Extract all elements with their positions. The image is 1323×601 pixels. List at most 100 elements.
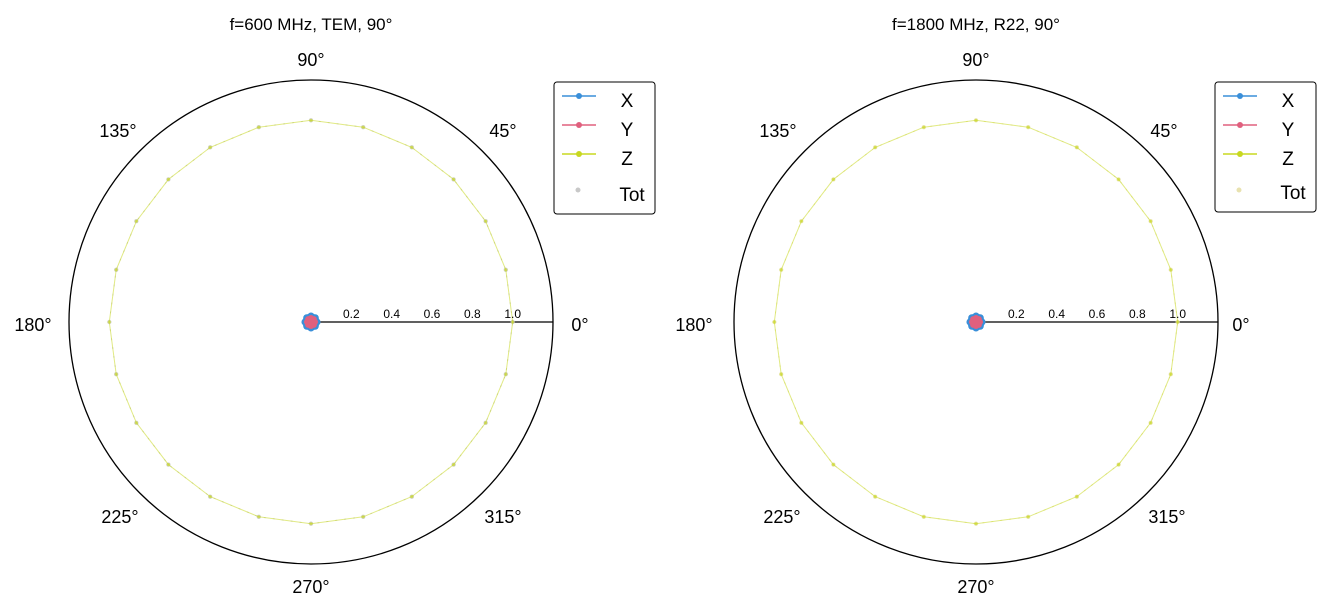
series-z-point xyxy=(1149,219,1153,223)
series-z-point xyxy=(831,462,836,467)
angle-label-0: 0° xyxy=(571,315,588,335)
angle-label-0: 0° xyxy=(1232,315,1249,335)
legend-swatch-tot xyxy=(1236,187,1242,193)
angle-label-270: 270° xyxy=(292,577,329,597)
angle-label-180: 180° xyxy=(675,315,712,335)
plot-area xyxy=(68,79,554,565)
series-z-point xyxy=(166,177,171,182)
series-z-point xyxy=(451,177,456,182)
legend-swatch-z-marker xyxy=(1237,151,1243,157)
angle-label-180: 180° xyxy=(14,315,51,335)
series-z-point xyxy=(1116,462,1121,467)
series-z-point xyxy=(772,320,776,324)
series-z-point xyxy=(257,515,261,519)
polar-plot-svg: f=1800 MHz, R22, 90° 0° 45° 90° 135° 180… xyxy=(675,15,1317,597)
series-z-point xyxy=(1176,320,1180,324)
series-z-point xyxy=(922,125,926,129)
radial-tick-label: 1.0 xyxy=(504,307,521,321)
series-y-core xyxy=(970,316,982,328)
angle-label-45: 45° xyxy=(1150,121,1177,141)
series-z-point xyxy=(1169,268,1173,272)
series-y-core xyxy=(305,316,317,328)
angle-labels: 0° 45° 90° 135° 180° 225° 270° 315° xyxy=(675,50,1249,597)
legend: X Y Z Tot xyxy=(1214,81,1317,213)
series-z-point xyxy=(208,145,212,149)
radial-tick-labels: 0.2 0.4 0.6 0.8 1.0 xyxy=(343,307,521,321)
series-z-point xyxy=(873,145,877,149)
series-z-point xyxy=(974,118,978,122)
angle-label-225: 225° xyxy=(763,507,800,527)
series-z-point xyxy=(799,421,803,425)
polar-chart-600mhz: f=600 MHz, TEM, 90° 0° 45° 90° 135° 180°… xyxy=(0,0,661,601)
series-z-point xyxy=(1075,145,1079,149)
legend-label-x: X xyxy=(1282,91,1295,112)
series-z-point xyxy=(799,219,803,223)
legend-swatch-y-marker xyxy=(1237,122,1243,128)
series-z-point xyxy=(1026,515,1030,519)
series-z-point xyxy=(779,268,783,272)
series-z-point xyxy=(1149,421,1153,425)
polar-chart-1800mhz: f=1800 MHz, R22, 90° 0° 45° 90° 135° 180… xyxy=(661,0,1322,601)
series-z-point xyxy=(504,372,508,376)
series-z-point xyxy=(484,219,488,223)
series-z-point xyxy=(484,421,488,425)
legend-swatches xyxy=(562,93,596,193)
series-z-point xyxy=(410,145,414,149)
legend-label-tot: Tot xyxy=(1280,183,1306,204)
series-z-point xyxy=(166,462,171,467)
series-z-point xyxy=(361,125,365,129)
radial-tick-label: 0.2 xyxy=(1008,307,1025,321)
radial-tick-label: 0.4 xyxy=(383,307,400,321)
radial-tick-label: 0.2 xyxy=(343,307,360,321)
series-z-point xyxy=(1026,125,1030,129)
legend: X Y Z Tot xyxy=(553,81,656,215)
series-z-point xyxy=(873,495,877,499)
radial-tick-label: 0.6 xyxy=(424,307,441,321)
radial-tick-labels: 0.2 0.4 0.6 0.8 1.0 xyxy=(1008,307,1186,321)
series-z-point xyxy=(107,320,111,324)
legend-swatch-x-marker xyxy=(1237,93,1243,99)
series-z-point xyxy=(309,522,313,526)
legend-box xyxy=(553,81,656,215)
legend-swatch-z-marker xyxy=(576,151,582,157)
legend-swatch-x-marker xyxy=(576,93,582,99)
legend-box xyxy=(1214,81,1317,213)
angle-label-270: 270° xyxy=(957,577,994,597)
legend-label-y: Y xyxy=(621,120,634,141)
series-z-point xyxy=(779,372,783,376)
legend-swatch-tot xyxy=(575,187,581,193)
plot-area xyxy=(733,79,1219,565)
angle-label-90: 90° xyxy=(297,50,324,70)
angle-label-225: 225° xyxy=(101,507,138,527)
radial-tick-label: 0.8 xyxy=(1129,307,1146,321)
series-z-point xyxy=(831,177,836,182)
radial-tick-label: 0.4 xyxy=(1048,307,1065,321)
series-z-point xyxy=(922,515,926,519)
angle-label-45: 45° xyxy=(489,121,516,141)
series-z-point xyxy=(451,462,456,467)
series-z-point xyxy=(410,495,414,499)
legend-swatches xyxy=(1223,93,1257,193)
legend-label-z: Z xyxy=(621,149,633,170)
series-z-point xyxy=(114,268,118,272)
series-z-point xyxy=(511,320,515,324)
series-z-point xyxy=(504,268,508,272)
angle-label-135: 135° xyxy=(759,121,796,141)
radial-tick-label: 0.6 xyxy=(1089,307,1106,321)
legend-label-x: X xyxy=(621,91,634,112)
series-z-point xyxy=(134,421,138,425)
legend-label-z: Z xyxy=(1282,149,1294,170)
chart-title: f=600 MHz, TEM, 90° xyxy=(230,15,393,34)
series-z-point xyxy=(974,522,978,526)
legend-label-tot: Tot xyxy=(619,185,645,206)
angle-label-315: 315° xyxy=(1148,507,1185,527)
series-z-point xyxy=(361,515,365,519)
series-z-point xyxy=(1116,177,1121,182)
series-z-point xyxy=(309,118,313,122)
angle-label-90: 90° xyxy=(962,50,989,70)
chart-title: f=1800 MHz, R22, 90° xyxy=(892,15,1060,34)
legend-label-y: Y xyxy=(1282,120,1295,141)
series-z-point xyxy=(134,219,138,223)
series-z-point xyxy=(1075,495,1079,499)
angle-label-315: 315° xyxy=(484,507,521,527)
